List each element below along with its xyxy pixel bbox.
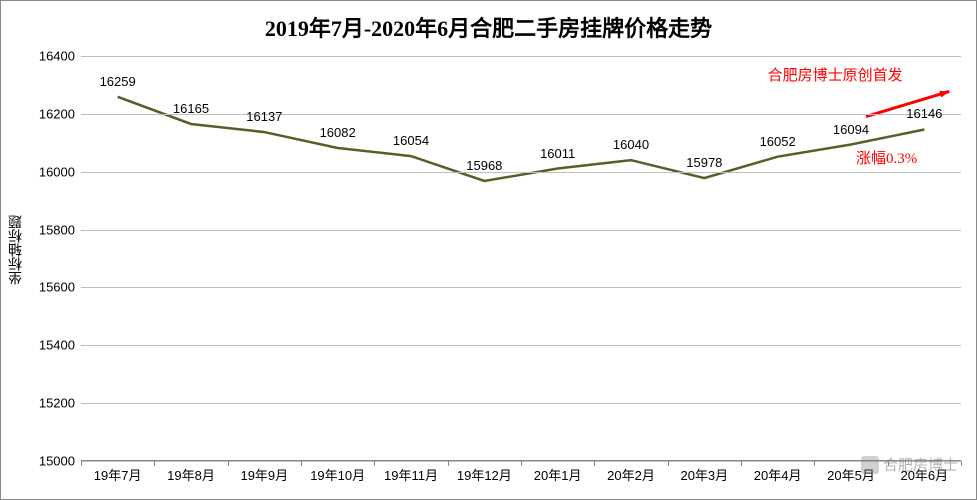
watermark-text: 合肥房博士 <box>883 454 958 475</box>
data-label: 16259 <box>100 74 136 89</box>
chart-title: 2019年7月-2020年6月合肥二手房挂牌价格走势 <box>1 11 976 43</box>
xtick-mark <box>81 461 82 466</box>
data-label: 16040 <box>613 137 649 152</box>
data-label: 16137 <box>246 109 282 124</box>
xtick-label: 20年1月 <box>534 465 582 484</box>
gridline <box>81 230 961 231</box>
xtick-mark <box>228 461 229 466</box>
xtick-label: 20年3月 <box>680 465 728 484</box>
xtick-label: 20年4月 <box>754 465 802 484</box>
ytick-label: 16400 <box>39 49 75 64</box>
gridline <box>81 403 961 404</box>
xtick-label: 19年10月 <box>310 465 365 484</box>
data-label: 16165 <box>173 101 209 116</box>
ytick-label: 16000 <box>39 164 75 179</box>
chart-container: 2019年7月-2020年6月合肥二手房挂牌价格走势 坐标轴标题 1500015… <box>0 0 977 500</box>
ytick-label: 15000 <box>39 454 75 469</box>
data-label: 16011 <box>540 146 575 161</box>
xtick-mark <box>154 461 155 466</box>
gridline <box>81 56 961 57</box>
xtick-label: 19年9月 <box>240 465 288 484</box>
data-label: 16146 <box>906 106 942 121</box>
data-label: 15978 <box>686 155 722 170</box>
xtick-mark <box>814 461 815 466</box>
data-label: 15968 <box>466 158 502 173</box>
xtick-mark <box>668 461 669 466</box>
wechat-icon <box>861 456 879 474</box>
line-series-svg <box>81 56 961 461</box>
ytick-label: 16200 <box>39 106 75 121</box>
xtick-mark <box>374 461 375 466</box>
data-label: 16052 <box>760 134 796 149</box>
plot-area: 1500015200154001560015800160001620016400… <box>81 56 961 461</box>
data-label: 16094 <box>833 122 869 137</box>
ytick-label: 15800 <box>39 222 75 237</box>
xtick-label: 20年2月 <box>607 465 655 484</box>
xtick-mark <box>521 461 522 466</box>
ytick-label: 15600 <box>39 280 75 295</box>
watermark: 合肥房博士 <box>861 454 958 475</box>
xtick-mark <box>301 461 302 466</box>
xtick-label: 19年8月 <box>167 465 215 484</box>
xtick-label: 19年11月 <box>384 465 438 484</box>
xtick-label: 19年12月 <box>457 465 512 484</box>
y-axis-title: 坐标轴标题 <box>7 215 27 285</box>
data-label: 16054 <box>393 133 429 148</box>
gridline <box>81 345 961 346</box>
gridline <box>81 172 961 173</box>
gridline <box>81 287 961 288</box>
xtick-mark <box>594 461 595 466</box>
price-line <box>118 97 925 181</box>
xtick-mark <box>448 461 449 466</box>
xtick-label: 19年7月 <box>94 465 142 484</box>
annotation-source: 合肥房博士原创首发 <box>768 64 903 85</box>
ytick-label: 15200 <box>39 396 75 411</box>
annotation-change: 涨幅0.3% <box>856 147 917 168</box>
xtick-mark <box>961 461 962 466</box>
xtick-mark <box>741 461 742 466</box>
data-label: 16082 <box>320 125 356 140</box>
gridline <box>81 114 961 115</box>
ytick-label: 15400 <box>39 338 75 353</box>
